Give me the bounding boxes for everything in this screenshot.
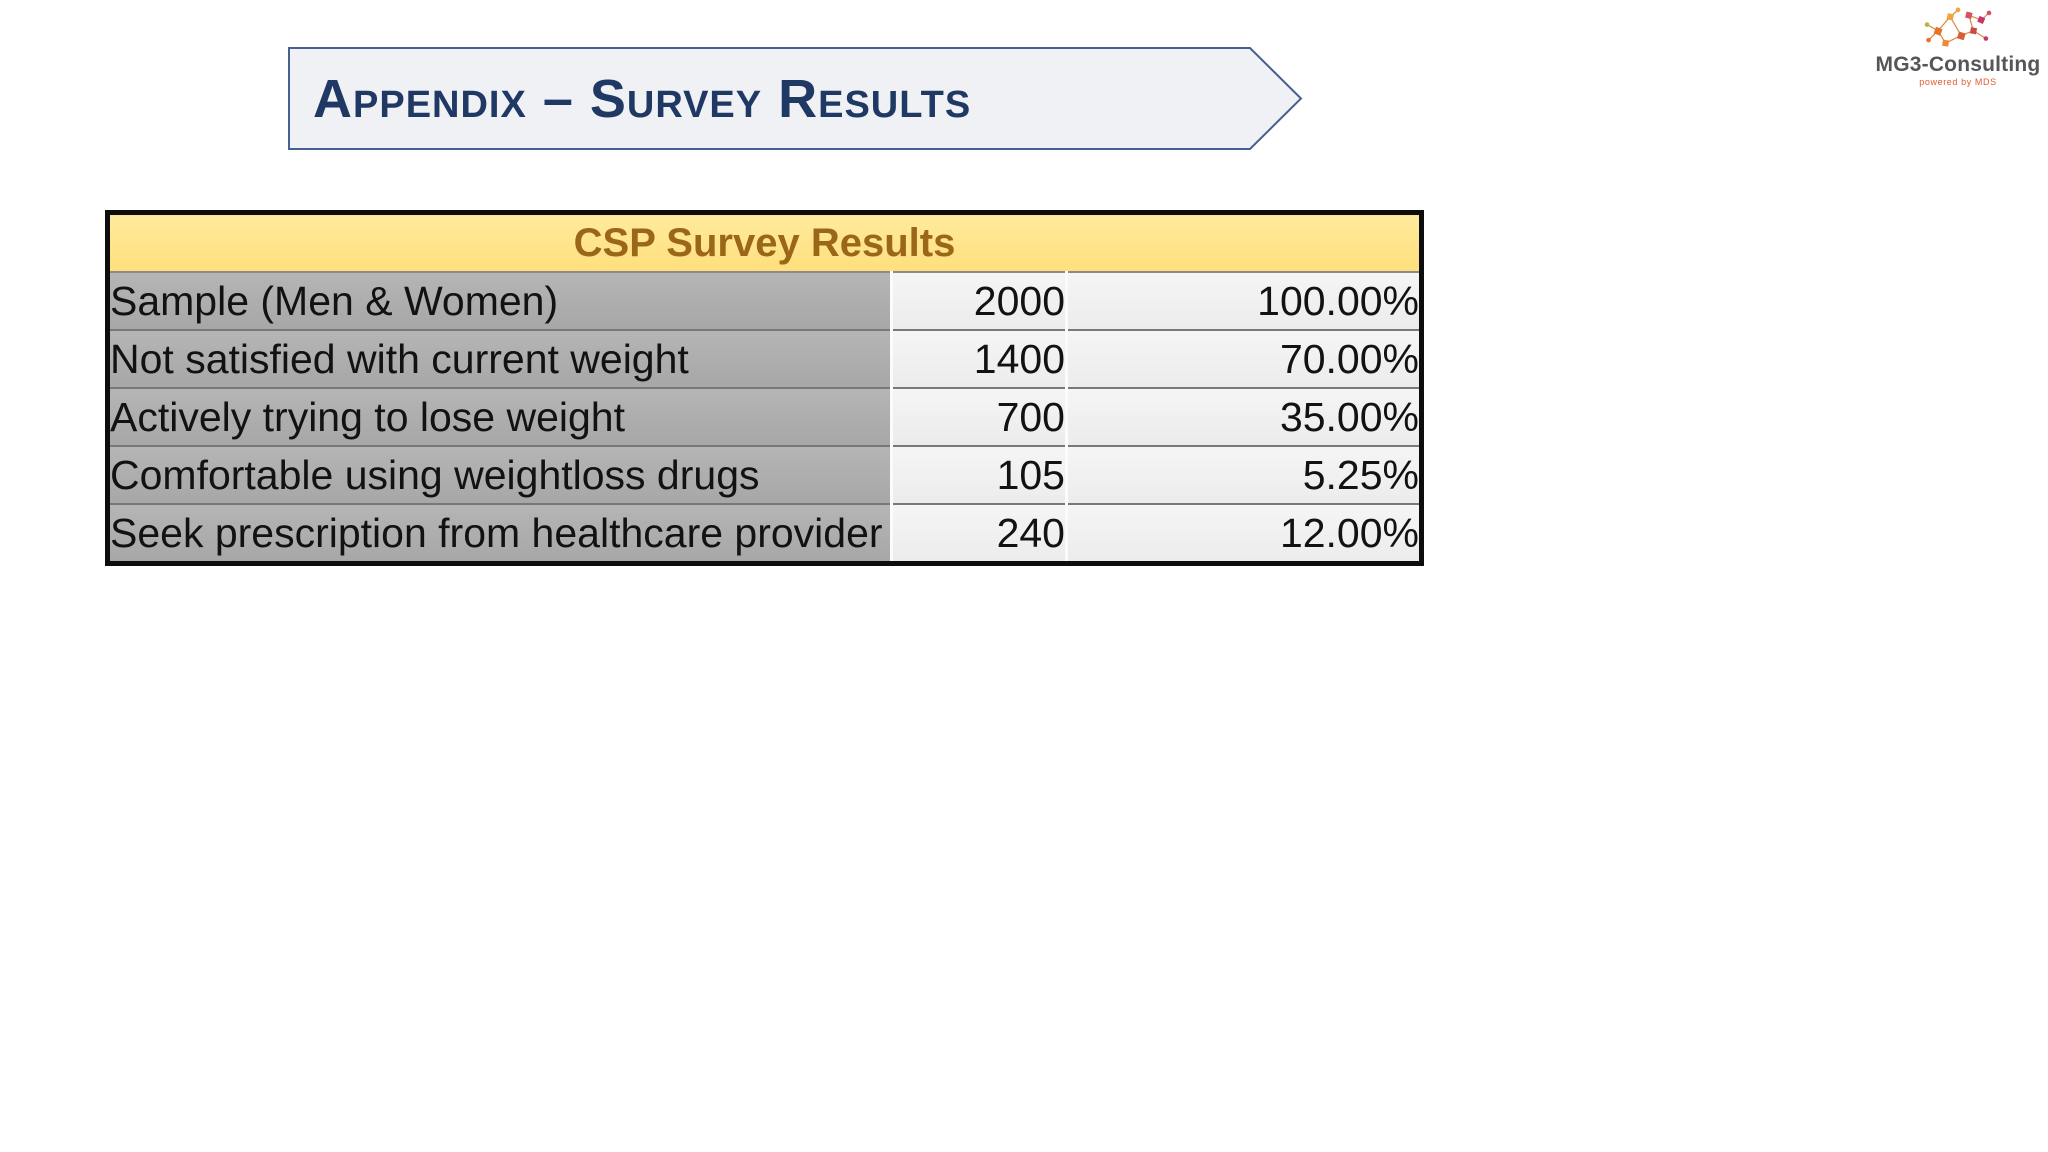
logo-name: MG3-Consulting bbox=[1875, 53, 2041, 76]
logo-tagline: powered by MDS bbox=[1919, 77, 1997, 88]
row-count: 105 bbox=[890, 445, 1068, 504]
logo-network-icon bbox=[1924, 7, 1992, 47]
table-row: Seek prescription from healthcare provid… bbox=[107, 503, 1422, 564]
row-count: 700 bbox=[890, 387, 1068, 446]
table-row: Actively trying to lose weight 700 35.00… bbox=[107, 387, 1422, 446]
page-title: Appendix – Survey Results bbox=[313, 68, 972, 129]
table-header-row: CSP Survey Results bbox=[107, 212, 1422, 273]
row-count: 2000 bbox=[890, 272, 1068, 330]
row-percent: 100.00% bbox=[1065, 272, 1422, 330]
row-percent: 5.25% bbox=[1065, 445, 1422, 504]
table-row: Sample (Men & Women) 2000 100.00% bbox=[107, 272, 1422, 330]
row-percent: 35.00% bbox=[1065, 387, 1422, 446]
row-count: 240 bbox=[890, 503, 1068, 564]
row-count: 1400 bbox=[890, 329, 1068, 388]
row-label: Comfortable using weightloss drugs bbox=[107, 445, 892, 504]
survey-results-table: CSP Survey Results Sample (Men & Women) … bbox=[105, 210, 1424, 566]
row-percent: 70.00% bbox=[1065, 329, 1422, 388]
row-label: Not satisfied with current weight bbox=[107, 329, 892, 388]
row-percent: 12.00% bbox=[1065, 503, 1422, 564]
title-banner: Appendix – Survey Results bbox=[288, 47, 1304, 150]
logo: MG3-Consulting powered by MDS bbox=[1872, 6, 2044, 87]
table-title: CSP Survey Results bbox=[107, 212, 1422, 273]
row-label: Sample (Men & Women) bbox=[107, 272, 892, 330]
table-row: Comfortable using weightloss drugs 105 5… bbox=[107, 445, 1422, 504]
row-label: Actively trying to lose weight bbox=[107, 387, 892, 446]
table-row: Not satisfied with current weight 1400 7… bbox=[107, 329, 1422, 388]
banner-chevron-shape bbox=[288, 47, 1303, 150]
row-label: Seek prescription from healthcare provid… bbox=[107, 503, 892, 564]
